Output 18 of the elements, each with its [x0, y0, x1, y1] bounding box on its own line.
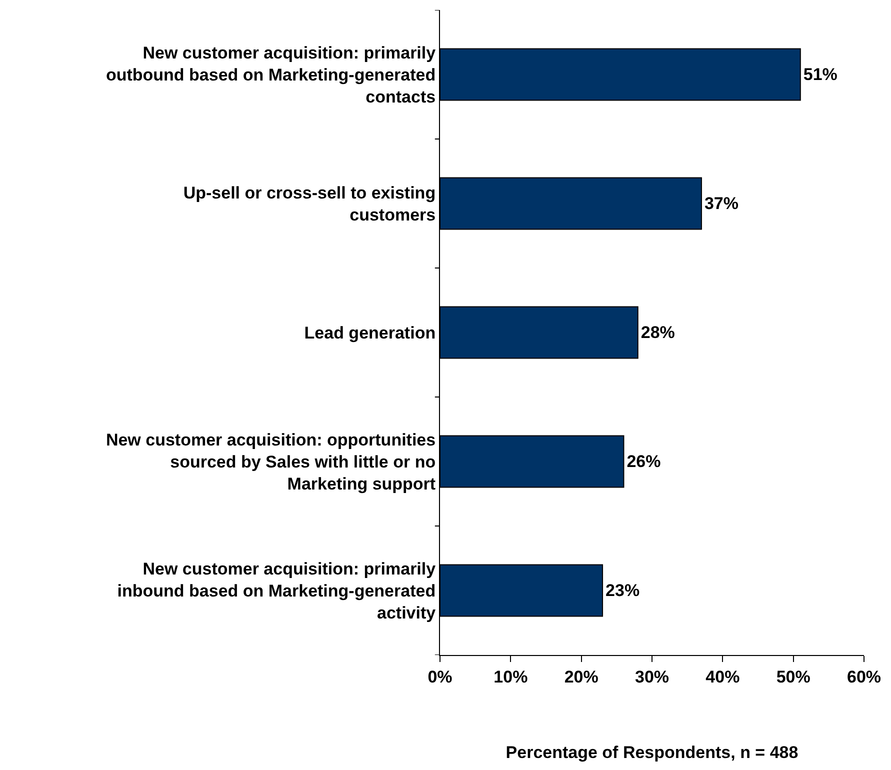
x-axis-title: Percentage of Respondents, n = 488	[506, 742, 798, 762]
x-tick-label: 30%	[634, 667, 670, 686]
data-label: 37%	[704, 194, 738, 213]
x-tick-label: 10%	[494, 667, 528, 686]
data-label: 28%	[640, 323, 675, 342]
y-tick-label: Lead generation	[304, 323, 436, 342]
y-tick-label: New customer acquisition: primarily outbound based on Marketing-generated contacts	[106, 43, 436, 107]
y-tick-label: New customer acquisition: opportunities sourced by Sales with little or no Marketing support	[106, 430, 436, 494]
x-tick-label: 0%	[428, 667, 452, 686]
x-tick-label: 20%	[564, 667, 598, 686]
x-tick-label: 60%	[846, 667, 882, 686]
x-tick-label: 50%	[776, 667, 810, 686]
data-label: 51%	[803, 65, 838, 84]
y-tick-label: New customer acquisition: primarily inbound based on Marketing-generated activity	[117, 559, 436, 623]
x-tick-label: 40%	[706, 667, 740, 686]
y-tick-label: Up-sell or cross-sell to existing customers	[183, 183, 436, 224]
data-label: 23%	[606, 581, 640, 600]
data-label: 26%	[626, 452, 661, 471]
